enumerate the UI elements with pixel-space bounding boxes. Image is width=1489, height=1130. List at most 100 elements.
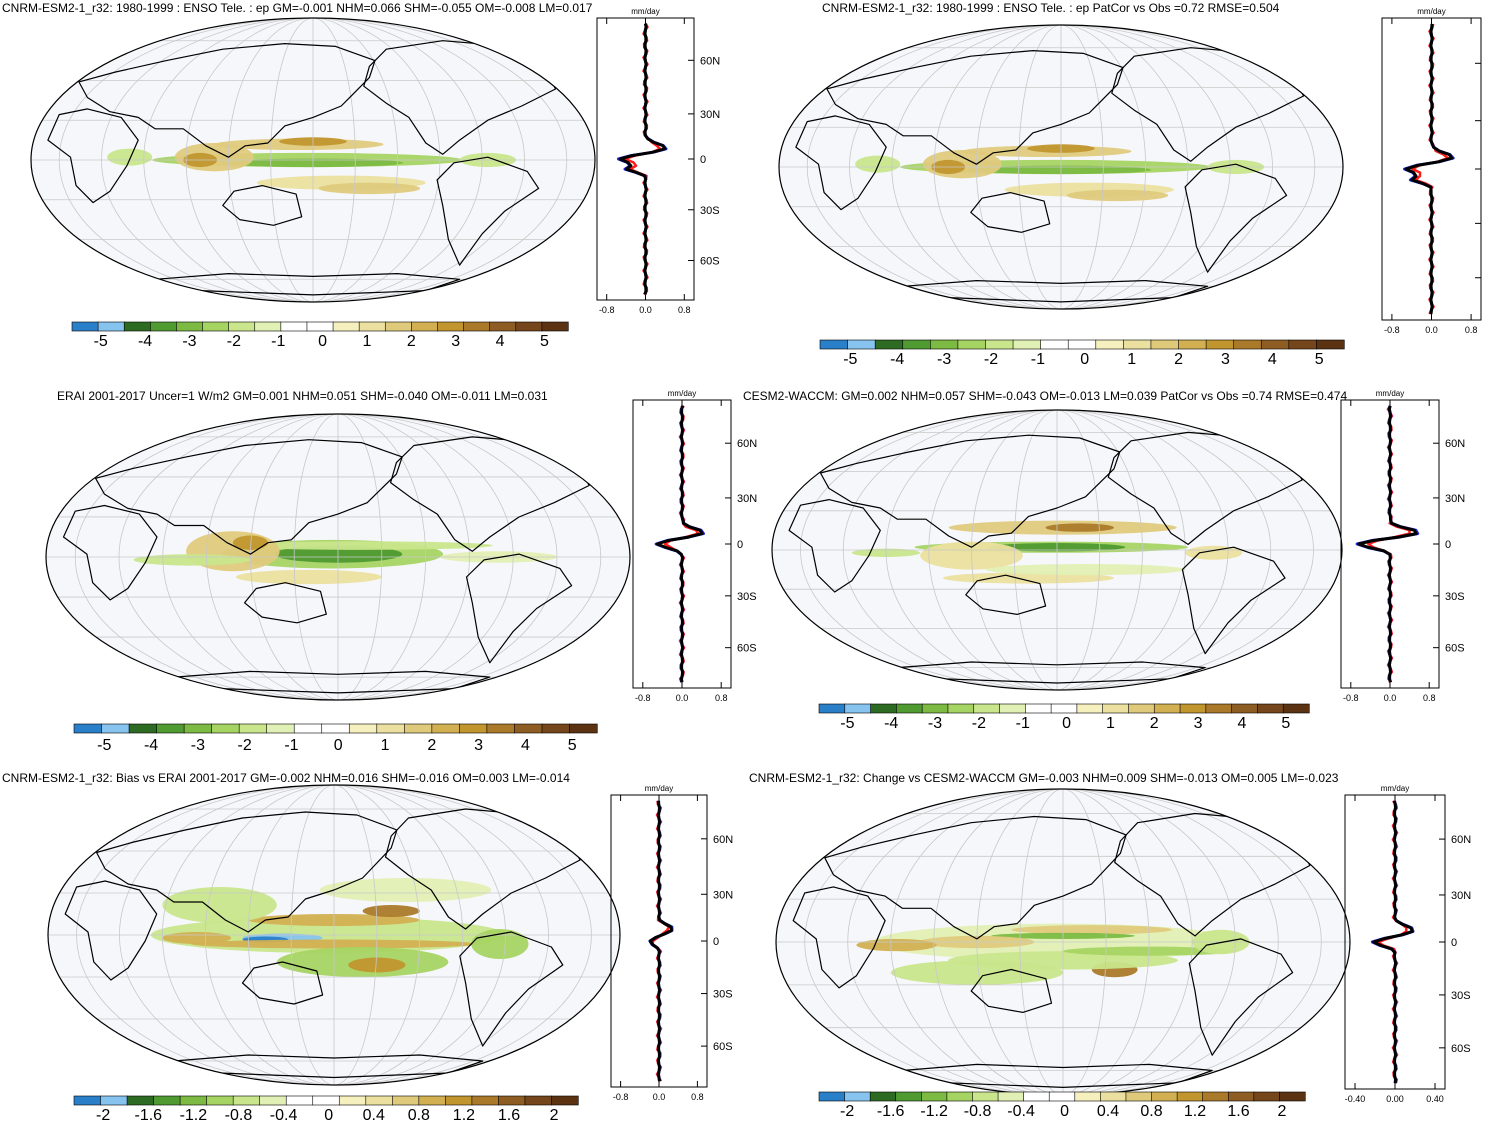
colorbar-box xyxy=(1151,1091,1178,1102)
coastline-eurasia xyxy=(819,434,1121,548)
colorbar-label: -5 xyxy=(843,351,857,368)
map-frame xyxy=(45,413,631,701)
colorbar-label: 0.8 xyxy=(408,1107,430,1124)
coastline-eurasia xyxy=(95,811,398,933)
longitude-line xyxy=(928,410,1186,690)
profile-xtick-label: 0.8 xyxy=(715,693,728,703)
colorbar-box xyxy=(463,321,491,332)
map-field xyxy=(31,18,595,302)
profile-xtick-label: 0.00 xyxy=(1386,1094,1404,1104)
anomaly-contour xyxy=(1011,925,1173,935)
colorbar-box xyxy=(524,1095,553,1106)
profile-xtick-label: 0.0 xyxy=(1384,693,1397,703)
coastline-africa xyxy=(47,108,139,204)
colorbar-box xyxy=(183,723,213,734)
profile-line-blue xyxy=(654,405,705,683)
profile-units: mm/day xyxy=(1376,389,1404,398)
colorbar-box xyxy=(202,321,230,332)
colorbar-label: -0.8 xyxy=(964,1103,992,1120)
colorbar-box xyxy=(123,321,151,332)
colorbar-box xyxy=(999,703,1026,714)
colorbar-box xyxy=(1253,1091,1281,1102)
colorbar-label: 2 xyxy=(407,333,416,350)
longitude-line xyxy=(1013,410,1101,690)
panel-erai: ERAI 2001-2017 Uncer=1 W/m2 GM=0.001 NHM… xyxy=(0,378,757,754)
coastline-antarctica xyxy=(173,1054,484,1079)
colorbar-box xyxy=(515,321,543,332)
profile-lat-label: 30N xyxy=(700,109,720,121)
colorbar-box xyxy=(818,1091,846,1102)
anomaly-contour xyxy=(107,148,153,166)
profile-lat-label: 30S xyxy=(1451,990,1471,1002)
panel-title: CNRM-ESM2-1_r32: Change vs CESM2-WACCM G… xyxy=(749,771,1339,785)
longitude-line xyxy=(227,18,398,302)
colorbar-box xyxy=(844,1091,871,1102)
profile-lat-label: 30N xyxy=(713,889,733,901)
colorbar-box xyxy=(1178,339,1207,350)
anomaly-contour xyxy=(362,905,420,917)
colorbar-label: 2 xyxy=(427,737,436,754)
longitude-line xyxy=(847,789,1279,1095)
profile-lat-label: 0 xyxy=(700,154,706,166)
profile-lat-label: 60N xyxy=(700,55,720,67)
longitude-line xyxy=(971,410,1143,690)
longitude-line xyxy=(890,789,1236,1095)
colorbar-box xyxy=(348,723,378,734)
colorbar-box xyxy=(176,321,204,332)
colorbar-label: -3 xyxy=(928,715,942,732)
colorbar-box xyxy=(445,1095,473,1106)
coastline-australia xyxy=(970,192,1051,233)
coastline-africa xyxy=(788,498,881,593)
colorbar-label: 4 xyxy=(496,333,505,350)
longitude-line xyxy=(885,410,1229,690)
profile-xtick-label: -0.8 xyxy=(599,305,615,315)
colorbar-box xyxy=(930,339,959,350)
colorbar-label: -3 xyxy=(937,351,951,368)
anomaly-contour xyxy=(985,564,1186,576)
colorbar-box xyxy=(847,339,876,350)
colorbar-box xyxy=(100,1095,128,1106)
coastline-antarctica xyxy=(896,661,1206,684)
profile-xtick-label: 0.8 xyxy=(1423,693,1436,703)
colorbar-label: -4 xyxy=(890,351,904,368)
profile-lat-label: 60N xyxy=(1451,834,1471,846)
profile-line-black xyxy=(655,405,704,683)
colorbar-box xyxy=(489,321,517,332)
profile-line-red xyxy=(1376,800,1408,1084)
longitude-line xyxy=(1018,25,1104,309)
colorbar-box xyxy=(285,1095,314,1106)
coastline-africa xyxy=(792,886,886,989)
profile-lat-label: 30S xyxy=(1445,591,1465,603)
colorbar-box xyxy=(365,1095,393,1106)
profile-xtick-label: 0.8 xyxy=(691,1092,704,1102)
panel-figure: mm/day -0.8 0.0 0.8 60N 30N 0 30S 60S -5 -4 -3 -2 -1 0… xyxy=(45,389,757,754)
profile-xtick-label: 0.0 xyxy=(653,1092,666,1102)
profile-xtick-label: 0.0 xyxy=(639,305,652,315)
profile-xtick-label: -0.40 xyxy=(1345,1094,1366,1104)
longitude-line xyxy=(975,25,1146,309)
profile-line-black xyxy=(1404,23,1454,315)
longitude-line xyxy=(119,785,549,1085)
colorbar-label: -1 xyxy=(284,737,298,754)
panel-title: ERAI 2001-2017 Uncer=1 W/m2 GM=0.001 NHM… xyxy=(57,389,548,403)
longitude-line xyxy=(206,414,470,700)
colorbar-box xyxy=(818,703,846,714)
colorbar-label: 2 xyxy=(550,1107,559,1124)
map-field xyxy=(779,25,1343,309)
profile-xtick-label: -0.8 xyxy=(613,1092,629,1102)
longitude-line xyxy=(293,414,383,700)
colorbar-box xyxy=(431,723,460,734)
profile-lat-label: 30S xyxy=(713,989,733,1001)
colorbar-box xyxy=(179,1095,208,1106)
profile-lat-label: 60S xyxy=(1451,1043,1471,1055)
coastline-australia xyxy=(965,574,1047,615)
colorbar-box xyxy=(514,723,543,734)
longitude-line xyxy=(74,414,602,700)
colorbar-box xyxy=(1012,339,1042,350)
colorbar-box xyxy=(1179,703,1207,714)
longitude-line xyxy=(101,18,525,302)
colorbar-label: 0.4 xyxy=(363,1107,385,1124)
anomaly-contour xyxy=(162,932,232,944)
longitude-line xyxy=(162,414,514,700)
